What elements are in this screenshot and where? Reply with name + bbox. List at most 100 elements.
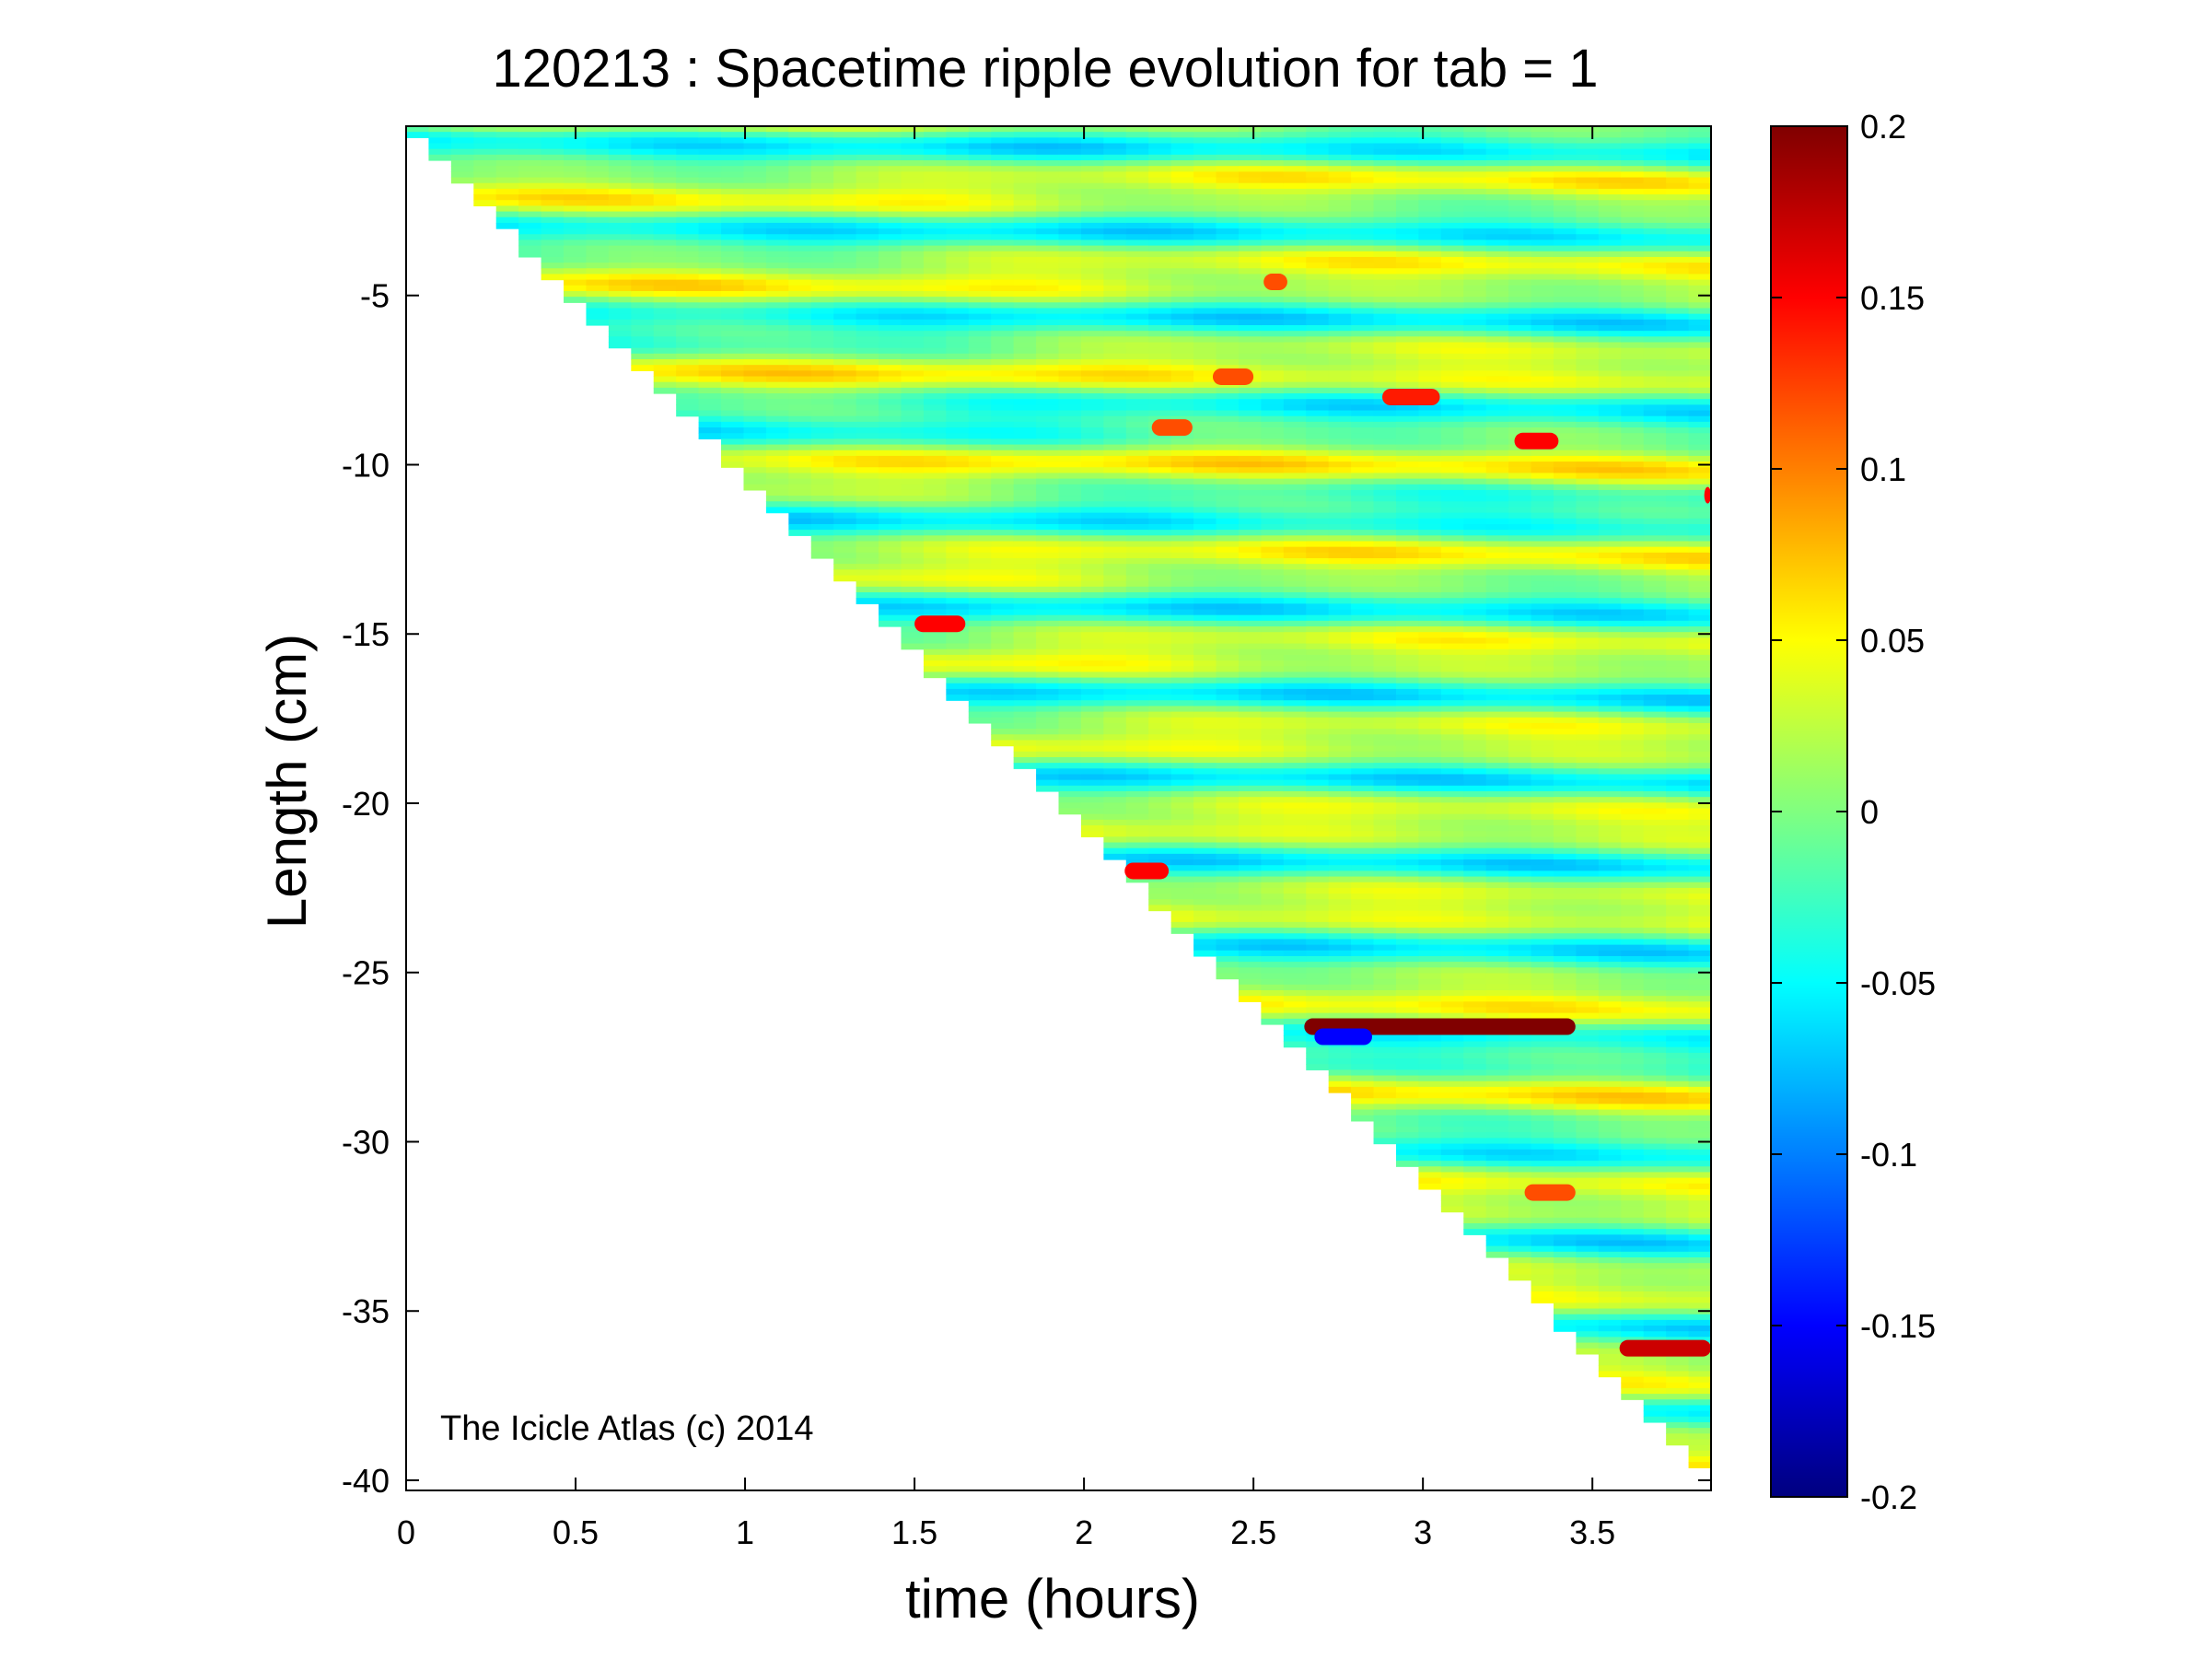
heatmap-cell — [631, 171, 655, 179]
heatmap-cell — [901, 365, 925, 371]
heatmap-cell — [833, 126, 857, 133]
heatmap-cell — [765, 240, 789, 247]
heatmap-cell — [1463, 967, 1487, 975]
heatmap-cell — [1418, 729, 1442, 735]
heatmap-cell — [1418, 194, 1442, 201]
heatmap-cell — [765, 399, 789, 405]
heatmap-cell — [1395, 297, 1419, 303]
heatmap-cell — [991, 496, 1015, 502]
heatmap-cell — [1395, 530, 1419, 536]
heatmap-cell — [1463, 831, 1487, 837]
heatmap-cell — [1193, 399, 1217, 405]
heatmap-cell — [1170, 290, 1194, 298]
heatmap-cell — [1058, 319, 1082, 326]
heatmap-cell — [1080, 813, 1104, 821]
heatmap-cell — [856, 376, 879, 383]
heatmap-cell — [1306, 268, 1330, 275]
heatmap-cell — [1418, 706, 1442, 713]
heatmap-cell — [1463, 1217, 1487, 1224]
heatmap-cell — [1440, 353, 1464, 360]
heatmap-cell — [1418, 950, 1442, 957]
heatmap-cell — [1036, 626, 1060, 633]
heatmap-cell — [923, 387, 947, 394]
heatmap-cell — [653, 263, 677, 269]
heatmap-cell — [923, 313, 947, 321]
heatmap-cell — [1306, 188, 1330, 195]
heatmap-cell — [450, 126, 474, 133]
heatmap-cell — [653, 143, 677, 150]
heatmap-cell — [810, 421, 834, 428]
heatmap-cell — [1261, 427, 1285, 434]
heatmap-cell — [1216, 489, 1240, 497]
heatmap-cell — [1170, 182, 1194, 190]
heatmap-cell — [1261, 853, 1285, 860]
heatmap-cell — [810, 347, 834, 355]
heatmap-cell — [1238, 779, 1262, 787]
heatmap-cell — [1485, 1251, 1509, 1258]
heatmap-cell — [1148, 819, 1172, 826]
heatmap-cell — [1261, 182, 1285, 190]
heatmap-cell — [968, 535, 992, 543]
heatmap-cell — [1058, 496, 1082, 502]
heatmap-cell — [495, 132, 519, 138]
heatmap-cell — [991, 274, 1015, 281]
heatmap-cell — [833, 263, 857, 269]
heatmap-cell — [1328, 751, 1352, 758]
heatmap-cell — [1125, 137, 1149, 145]
heatmap-cell — [1058, 188, 1082, 195]
heatmap-cell — [1125, 660, 1149, 667]
heatmap-cell — [1036, 297, 1060, 303]
heatmap-cell — [1013, 336, 1037, 344]
heatmap-cell — [1283, 706, 1307, 713]
heatmap-cell — [1440, 928, 1464, 934]
heatmap-cell — [1485, 695, 1509, 701]
heatmap-cell — [1125, 729, 1149, 735]
heatmap-cell — [1103, 711, 1127, 719]
heatmap-cell — [991, 518, 1015, 525]
heatmap-cell — [1148, 637, 1172, 645]
heatmap-cell — [1328, 177, 1352, 184]
heatmap-cell — [1125, 319, 1149, 326]
heatmap-cell — [1395, 433, 1419, 439]
heatmap-cell — [901, 523, 925, 531]
heatmap-cell — [1283, 342, 1307, 349]
heatmap-cell — [968, 171, 992, 179]
heatmap-cell — [608, 200, 632, 206]
heatmap-cell — [1440, 768, 1464, 776]
heatmap-cell — [879, 381, 902, 389]
heatmap-cell — [856, 308, 879, 315]
heatmap-cell — [1283, 512, 1307, 520]
heatmap-cell — [698, 251, 722, 258]
heatmap-cell — [721, 415, 745, 423]
heatmap-cell — [1036, 421, 1060, 428]
heatmap-cell — [1193, 160, 1217, 167]
heatmap-cell — [1216, 711, 1240, 719]
heatmap-cell — [1463, 916, 1487, 923]
heatmap-cell — [1485, 336, 1509, 344]
heatmap-cell — [1463, 240, 1487, 247]
heatmap-cell — [1013, 302, 1037, 310]
heatmap-cell — [1306, 774, 1330, 781]
heatmap-cell — [1418, 700, 1442, 707]
heatmap-cell — [1463, 251, 1487, 258]
heatmap-cell — [1170, 297, 1194, 303]
heatmap-cell — [879, 222, 902, 229]
heatmap-cell — [1283, 222, 1307, 229]
heatmap-cell — [1440, 1035, 1464, 1043]
heatmap-cell — [1125, 274, 1149, 281]
heatmap-cell — [856, 370, 879, 378]
heatmap-cell — [968, 240, 992, 247]
heatmap-cell — [1373, 1092, 1397, 1099]
heatmap-cell — [1440, 700, 1464, 707]
heatmap-cell — [856, 263, 879, 269]
heatmap-cell — [765, 410, 789, 417]
heatmap-cell — [743, 240, 767, 247]
heatmap-cell — [495, 171, 519, 179]
heatmap-cell — [1170, 688, 1194, 695]
heatmap-cell — [1351, 211, 1375, 218]
heatmap-cell — [608, 256, 632, 263]
heatmap-cell — [1036, 666, 1060, 672]
heatmap-cell — [991, 188, 1015, 195]
heatmap-cell — [765, 200, 789, 206]
heatmap-cell — [1328, 324, 1352, 332]
